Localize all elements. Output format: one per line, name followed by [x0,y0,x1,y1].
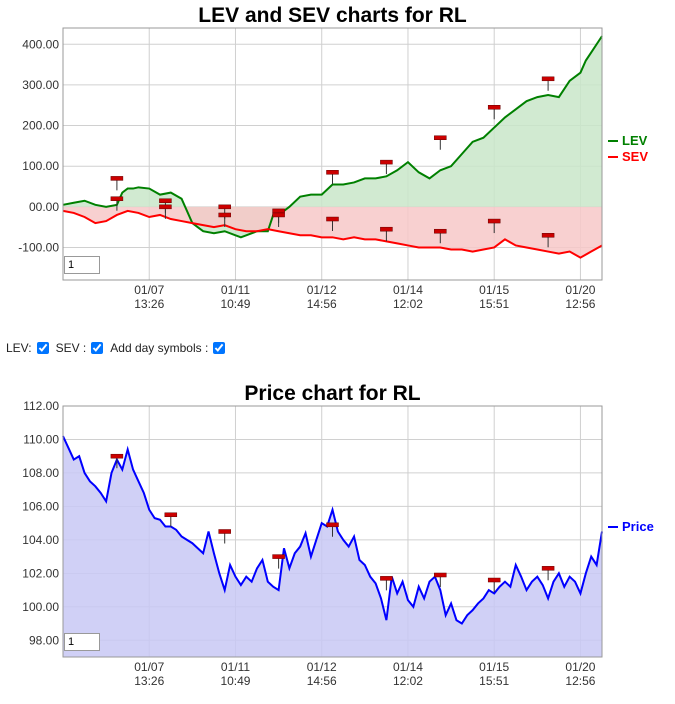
day-marker [434,572,447,578]
x-tick-time: 12:56 [565,674,595,688]
x-tick-time: 12:02 [393,674,423,688]
y-tick-label: 108.00 [22,466,59,480]
lev-sev-chart: LEV and SEV charts for RL 400.00 300.00 200… [18,4,648,311]
x-tick-time: 13:26 [134,297,164,311]
day-marker [380,159,393,165]
x-tick-time: 15:51 [479,674,509,688]
sev-line [62,209,603,259]
day-marker [487,218,501,224]
y-tick-label: 104.00 [22,533,59,547]
price-area [63,436,602,657]
y-tick-label: -100.00 [18,240,59,254]
y-tick-label: 98.00 [29,633,59,647]
day-marker [380,576,393,581]
sev-label: SEV : [55,341,87,355]
day-marker [541,566,555,571]
y-tick-label: 00.00 [29,200,59,214]
day-marker [326,522,339,528]
x-tick-date: 01/11 [221,283,250,297]
legend-label: Price [622,519,654,534]
x-tick-time: 12:56 [565,297,595,311]
sev-checkbox[interactable] [91,342,104,354]
day-marker [272,212,285,218]
x-tick-date: 01/07 [134,660,164,674]
x-tick-date: 01/07 [134,283,164,297]
chart-title: Price chart for RL [244,382,420,405]
day-marker [541,76,555,82]
x-tick-time: 10:49 [220,674,250,688]
day-marker [164,512,178,518]
x-tick-date: 01/14 [393,660,423,674]
day-marker [110,453,124,459]
series-controls: LEV: SEV : Add day symbols : [6,341,229,355]
y-tick-label: 300.00 [22,78,59,92]
y-tick-label: 110.00 [23,432,59,446]
y-tick-label: 102.00 [22,566,59,580]
y-tick-label: 112.00 [23,399,59,413]
chart-title: LEV and SEV charts for RL [198,4,467,27]
legend-label: SEV [622,149,648,164]
day-marker [434,135,447,140]
y-tick-label: 100.00 [22,600,59,614]
x-tick-time: 13:26 [134,674,164,688]
lev-area [63,36,602,238]
price-zoom-input[interactable] [64,633,100,651]
day-marker [218,529,231,534]
lev-zoom-input[interactable] [64,256,100,274]
lev-label: LEV: [6,341,32,355]
plot-frame [62,405,603,658]
day-marker [487,577,501,583]
day-marker [218,212,231,218]
day-marker [272,554,285,559]
lev-line [62,35,603,239]
price-line [62,435,603,625]
day-marker [110,176,124,181]
day-marker [434,228,447,234]
x-tick-date: 01/15 [479,283,509,297]
day-marker [159,204,172,210]
sev-area [63,206,602,258]
day-marker [218,204,231,210]
x-tick-time: 10:49 [220,297,250,311]
day-marker [541,233,555,238]
plot-frame [62,27,603,281]
day-symbols-label: Add day symbols : [110,341,209,355]
x-tick-time: 15:51 [479,297,509,311]
day-marker [326,170,339,175]
x-tick-time: 12:02 [393,297,423,311]
day-marker [159,198,172,203]
x-tick-time: 14:56 [307,297,337,311]
y-tick-label: 200.00 [22,119,59,133]
price-chart: Price chart for RL 112.00 110.00 108.00 106.… [22,382,654,688]
day-marker [326,216,339,222]
x-tick-date: 01/20 [565,283,595,297]
y-tick-label: 106.00 [22,499,59,513]
day-marker [272,208,285,214]
y-tick-label: 100.00 [22,159,59,173]
x-tick-date: 01/14 [393,283,423,297]
y-tick-label: 400.00 [22,37,59,51]
day-marker [380,226,393,232]
lev-checkbox[interactable] [36,342,49,354]
x-tick-date: 01/12 [307,660,337,674]
day-marker [110,196,124,201]
x-tick-date: 01/11 [221,660,250,674]
day-symbols-checkbox[interactable] [213,342,226,354]
x-tick-date: 01/12 [307,283,337,297]
x-tick-time: 14:56 [307,674,337,688]
day-marker [487,105,501,110]
legend-label: LEV [622,133,648,148]
x-tick-date: 01/20 [565,660,595,674]
x-tick-date: 01/15 [479,660,509,674]
